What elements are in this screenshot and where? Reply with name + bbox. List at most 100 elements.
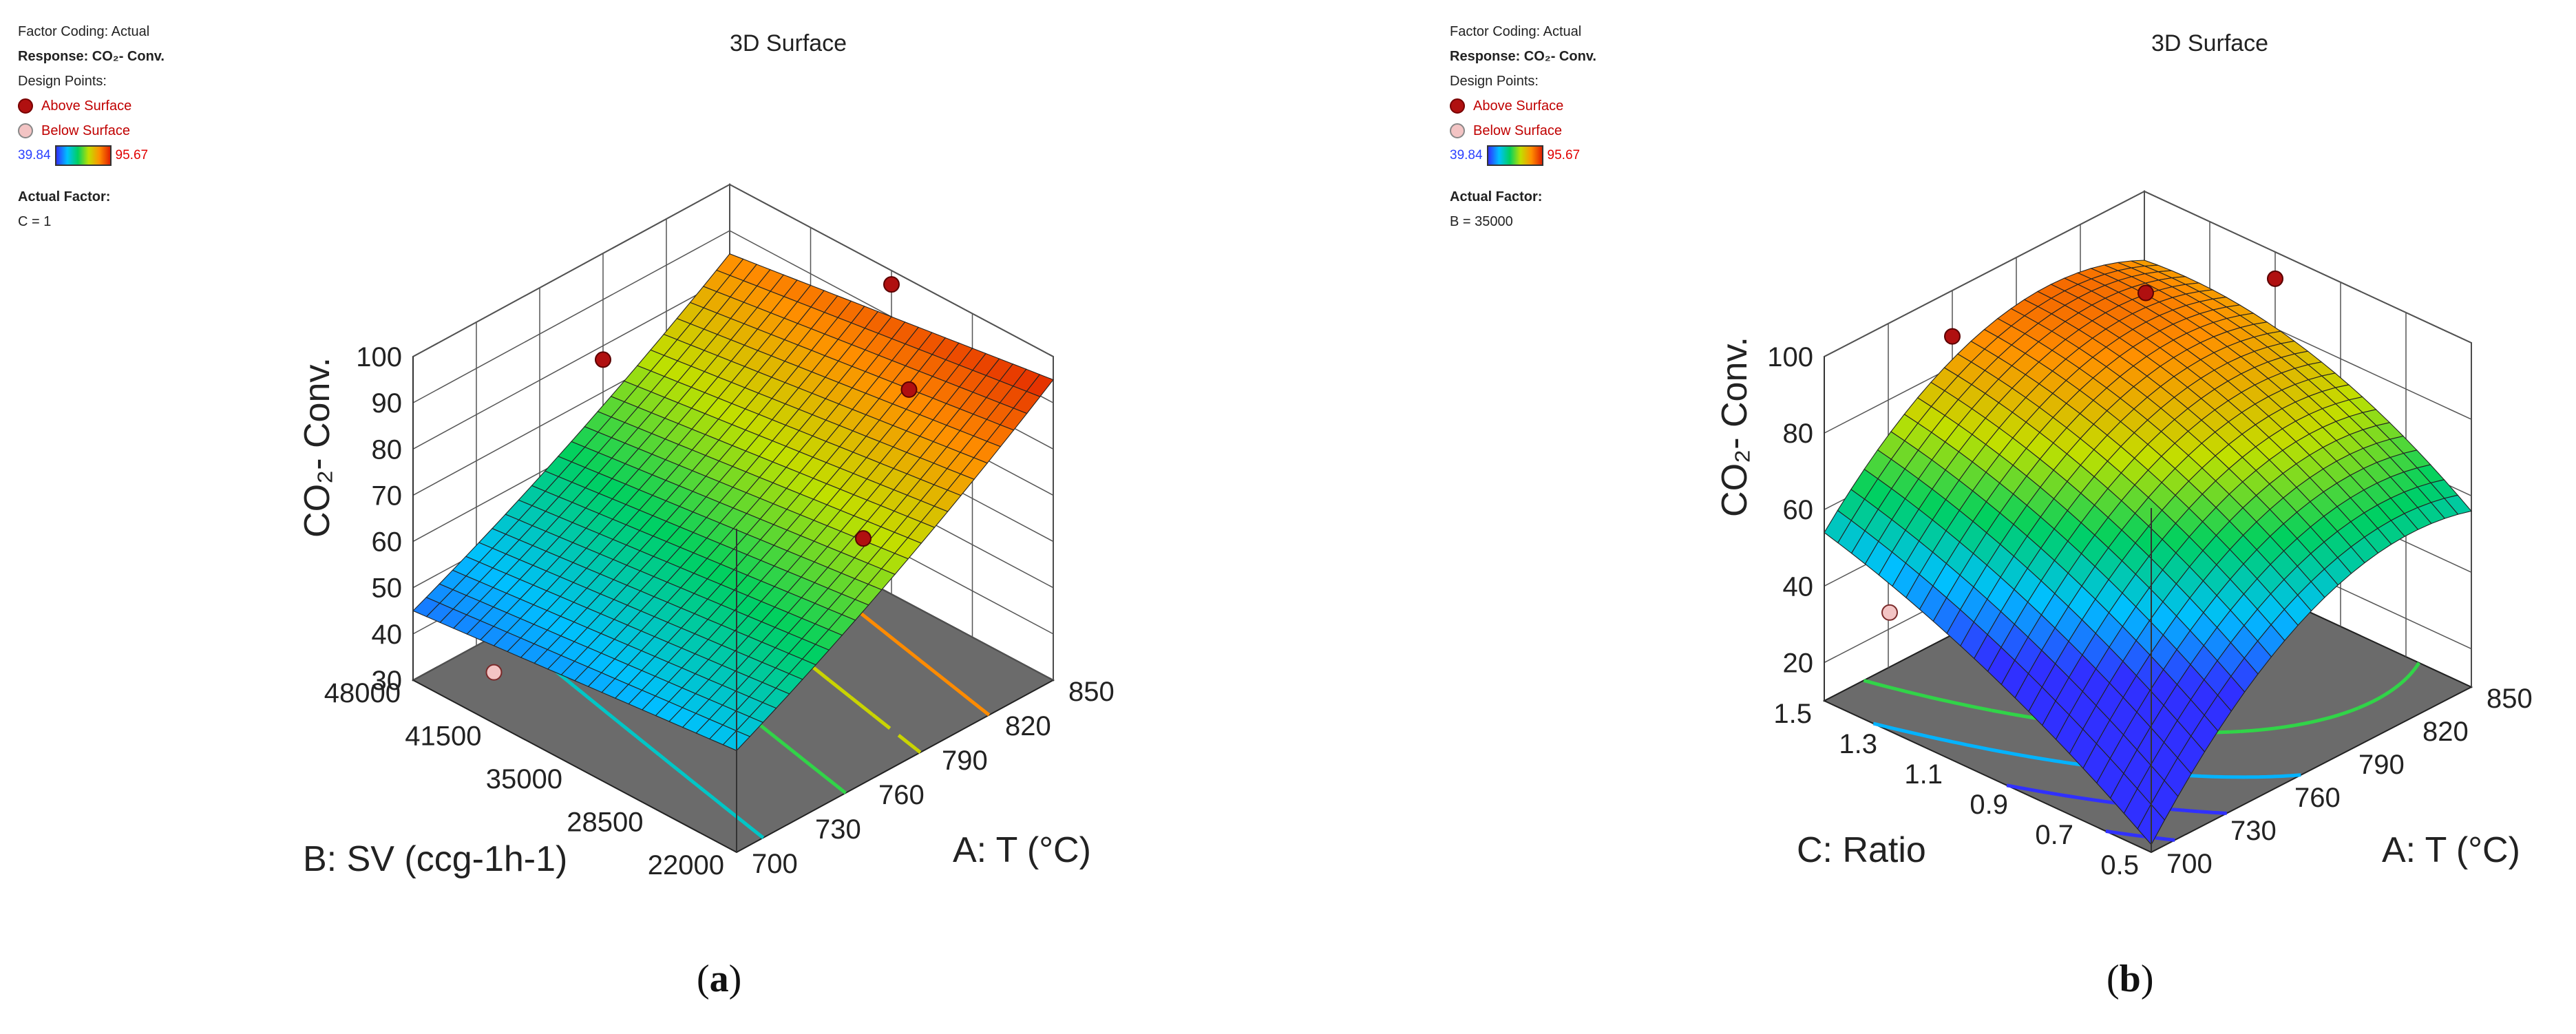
actual-factor-value: B = 35000 (1450, 214, 1513, 229)
z-tick-label: 100 (356, 342, 402, 372)
legend-above-label: Above Surface (41, 98, 132, 114)
y-tick-label: 28500 (567, 808, 643, 838)
legend-above: Above Surface (18, 94, 165, 118)
design-point-above (2267, 270, 2283, 287)
x-tick-label: 790 (2358, 750, 2405, 780)
legend-below: Below Surface (18, 118, 165, 143)
actual-factor-label: Actual Factor: (18, 189, 111, 204)
actual-factor-label: Actual Factor: (1450, 189, 1543, 204)
colorbar: 39.84 95.67 (1450, 143, 1596, 168)
z-tick-label: 70 (372, 481, 403, 511)
tick-labels: 20 40 60 80 100 700 730 760 790 820 850 0.5 0.7 0.9 1.… (1767, 342, 2533, 880)
design-point-below (1881, 604, 1898, 621)
colorbar-max: 95.67 (1547, 148, 1581, 162)
z-tick-label: 80 (372, 434, 403, 465)
colorbar-min: 39.84 (18, 148, 51, 162)
z-tick-label: 80 (1783, 419, 1814, 449)
chart-title: 3D Surface (2151, 30, 2269, 56)
chart-title: 3D Surface (730, 30, 847, 56)
y-tick-label: 0.9 (1970, 790, 2008, 820)
design-points-below (1881, 604, 1898, 621)
x-tick-label: 700 (752, 849, 798, 879)
above-surface-marker-icon (1450, 98, 1465, 114)
design-point-below (485, 664, 503, 681)
legend-below: Below Surface (1450, 118, 1596, 143)
panel-b: Factor Coding: Actual Response: CO₂- Con… (1432, 0, 2576, 1034)
y-tick-label: 0.7 (2035, 820, 2073, 850)
z-tick-label: 20 (1783, 648, 1814, 678)
z-tick-label: 30 (372, 666, 403, 696)
info-block: Factor Coding: Actual Response: CO₂- Con… (18, 19, 165, 234)
below-surface-marker-icon (1450, 123, 1465, 138)
x-tick-label: 820 (1005, 711, 1051, 741)
z-tick-label: 90 (372, 388, 403, 419)
design-point-above (1944, 328, 1961, 345)
design-points-label: Design Points: (18, 74, 107, 89)
design-point-above (2137, 284, 2154, 302)
front-edges (412, 357, 737, 852)
response-surface (412, 253, 1054, 751)
x-tick-label: 760 (878, 780, 925, 810)
x-tick-label: 730 (815, 814, 861, 845)
y-tick-label: 1.5 (1773, 699, 1812, 729)
design-points-above (595, 276, 918, 547)
y-tick-label: 22000 (648, 850, 724, 880)
axis-labels: CO₂- Conv. A: T (°C) C: Ratio (1715, 337, 2520, 870)
design-points-below (485, 664, 503, 681)
subfigure-label-b: (b) (2107, 958, 2154, 1000)
y-tick-label: 0.5 (2100, 850, 2139, 880)
legend-below-label: Below Surface (1473, 123, 1562, 138)
design-point-above (900, 381, 918, 398)
z-axis-title: CO₂- Conv. (1715, 337, 1755, 517)
z-axis-title: CO₂- Conv. (297, 357, 337, 538)
design-point-above (883, 276, 900, 293)
z-tick-label: 40 (372, 620, 403, 650)
design-points-label: Design Points: (1450, 74, 1539, 89)
factor-coding-text: Factor Coding: Actual (18, 24, 150, 39)
legend-above: Above Surface (1450, 94, 1596, 118)
design-point-above (595, 351, 611, 368)
x-tick-label: 850 (2487, 684, 2533, 714)
colorbar-min: 39.84 (1450, 148, 1483, 162)
factor-coding-text: Factor Coding: Actual (1450, 24, 1582, 39)
z-tick-label: 60 (1783, 495, 1814, 525)
y-tick-label: 35000 (486, 764, 562, 794)
x-tick-label: 760 (2294, 783, 2341, 813)
z-tick-label: 100 (1767, 342, 1813, 372)
y-tick-label: 41500 (405, 721, 481, 752)
x-tick-label: 700 (2166, 849, 2213, 879)
surface-plot-a: 30 40 50 60 70 80 90 100 700 730 760 790 820 850 22000… (297, 183, 1115, 880)
tick-labels: 30 40 50 60 70 80 90 100 700 730 760 790 820 850 22000… (324, 342, 1115, 880)
x-tick-label: 850 (1068, 677, 1115, 707)
response-surface (1824, 260, 2473, 845)
surface-plot-b: 20 40 60 80 100 700 730 760 790 820 850 0.5 0.7 0.9 1.… (1715, 190, 2533, 880)
panel-a: Factor Coding: Actual Response: CO₂- Con… (18, 19, 1115, 1000)
colorbar-max: 95.67 (115, 148, 149, 162)
z-tick-label: 60 (372, 527, 403, 558)
actual-factor-value: C = 1 (18, 214, 52, 229)
y-tick-label: 1.1 (1904, 759, 1943, 790)
front-edges (1824, 357, 2152, 852)
info-block: Factor Coding: Actual Response: CO₂- Con… (1450, 19, 1596, 234)
axis-labels: CO₂- Conv. A: T (°C) B: SV (ccg-1h-1) (297, 357, 1091, 879)
x-axis-title: A: T (°C) (953, 830, 1091, 870)
y-tick-label: 48000 (324, 678, 401, 708)
above-surface-marker-icon (18, 98, 33, 114)
y-tick-label: 1.3 (1839, 729, 1877, 759)
x-tick-label: 790 (942, 746, 988, 776)
design-points-above (1944, 270, 2283, 345)
response-text: Response: CO₂- Conv. (1450, 49, 1596, 64)
z-tick-label: 50 (372, 573, 403, 604)
subfigure-label-a: (a) (697, 958, 742, 1000)
below-surface-marker-icon (18, 123, 33, 138)
colorbar-gradient (54, 145, 112, 166)
y-axis-title: B: SV (ccg-1h-1) (303, 839, 567, 879)
legend-below-label: Below Surface (41, 123, 130, 138)
colorbar-gradient (1486, 145, 1543, 166)
x-tick-label: 820 (2422, 717, 2469, 747)
colorbar: 39.84 95.67 (18, 143, 165, 168)
y-axis-title: C: Ratio (1797, 830, 1926, 870)
legend-above-label: Above Surface (1473, 98, 1564, 114)
response-text: Response: CO₂- Conv. (18, 49, 165, 64)
z-tick-label: 40 (1783, 571, 1814, 602)
